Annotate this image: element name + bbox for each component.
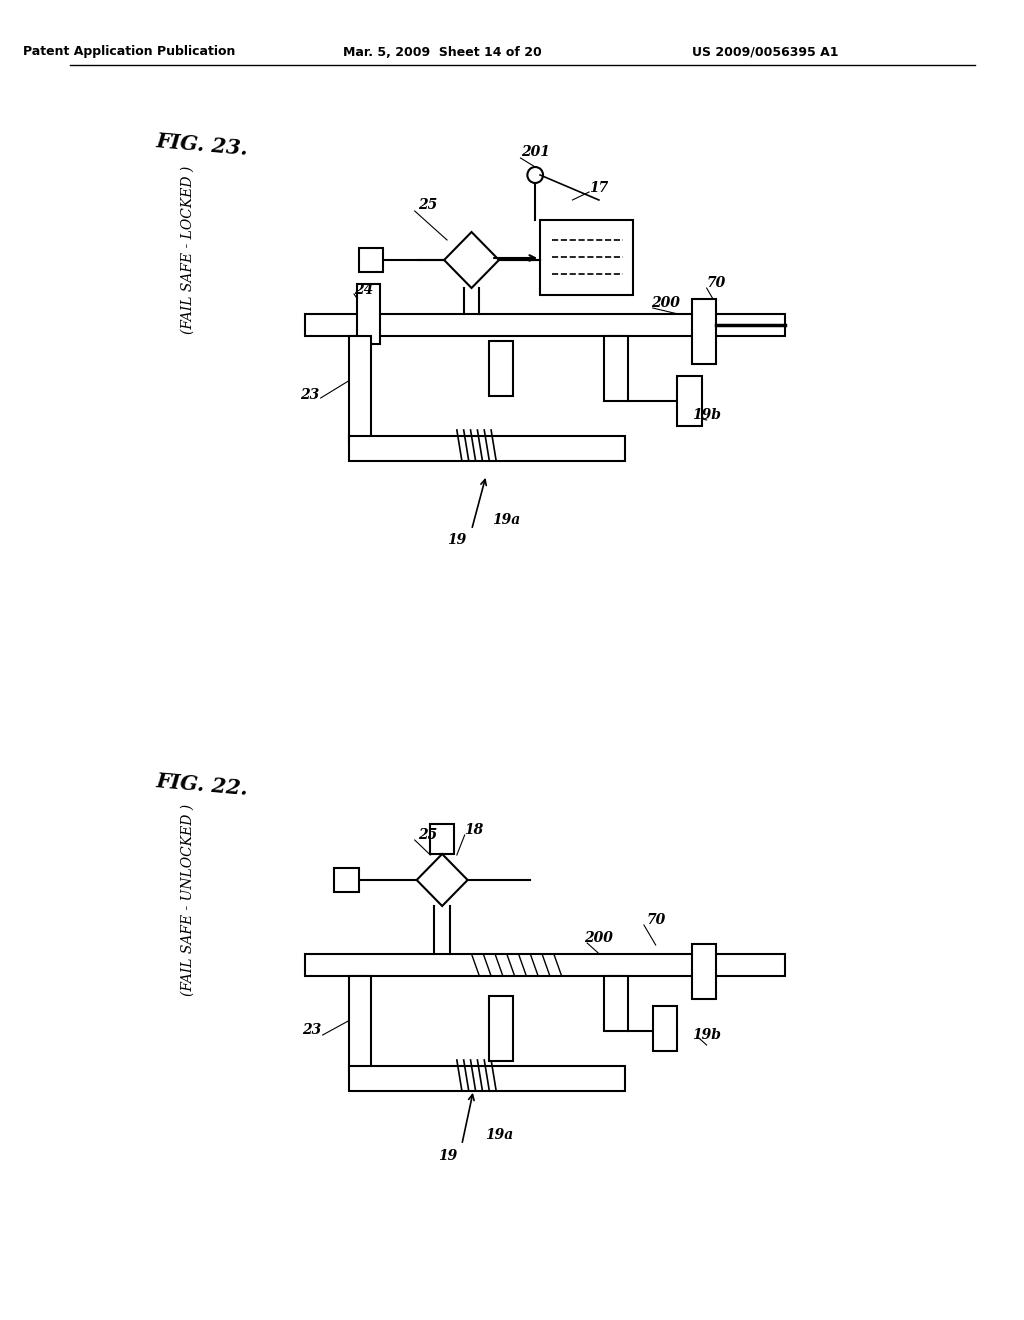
Text: US 2009/0056395 A1: US 2009/0056395 A1: [692, 45, 839, 58]
Bar: [652, 1006, 677, 1051]
Text: 19b: 19b: [692, 408, 721, 422]
Polygon shape: [417, 854, 468, 906]
Bar: [335, 869, 358, 892]
Bar: [349, 1067, 626, 1092]
Bar: [489, 997, 513, 1061]
Text: 19: 19: [438, 1148, 458, 1163]
Text: 25: 25: [418, 828, 437, 842]
Text: 19a: 19a: [492, 513, 520, 527]
Bar: [349, 337, 371, 441]
Bar: [305, 314, 785, 337]
Bar: [358, 248, 383, 272]
Bar: [677, 376, 701, 426]
Polygon shape: [444, 232, 499, 288]
Bar: [357, 284, 381, 345]
Bar: [692, 300, 717, 364]
Text: Patent Application Publication: Patent Application Publication: [23, 45, 234, 58]
Text: 70: 70: [646, 913, 666, 927]
Text: 18: 18: [464, 822, 483, 837]
Text: 200: 200: [651, 296, 680, 310]
Text: 25: 25: [418, 198, 437, 213]
Text: 19: 19: [447, 533, 467, 546]
Text: FIG. 23.: FIG. 23.: [156, 131, 249, 158]
Text: (FAIL SAFE - UNLOCKED ): (FAIL SAFE - UNLOCKED ): [180, 804, 195, 997]
Text: (FAIL SAFE - LOCKED ): (FAIL SAFE - LOCKED ): [180, 166, 195, 334]
Text: 24: 24: [354, 282, 374, 297]
Bar: [489, 341, 513, 396]
Text: 17: 17: [589, 181, 608, 195]
Bar: [349, 975, 371, 1071]
Text: 200: 200: [585, 931, 613, 945]
Text: 19a: 19a: [484, 1129, 513, 1142]
Text: 201: 201: [521, 145, 550, 158]
Bar: [604, 975, 629, 1031]
Bar: [692, 944, 717, 999]
Bar: [349, 436, 626, 461]
Text: 23: 23: [302, 1023, 322, 1038]
Text: 23: 23: [300, 388, 319, 403]
Bar: [540, 220, 633, 294]
Text: FIG. 22.: FIG. 22.: [156, 771, 249, 799]
Text: 19b: 19b: [692, 1028, 721, 1041]
Bar: [604, 337, 629, 401]
Bar: [305, 954, 785, 975]
Text: Mar. 5, 2009  Sheet 14 of 20: Mar. 5, 2009 Sheet 14 of 20: [343, 45, 542, 58]
Text: 70: 70: [707, 276, 726, 290]
Bar: [430, 824, 454, 854]
